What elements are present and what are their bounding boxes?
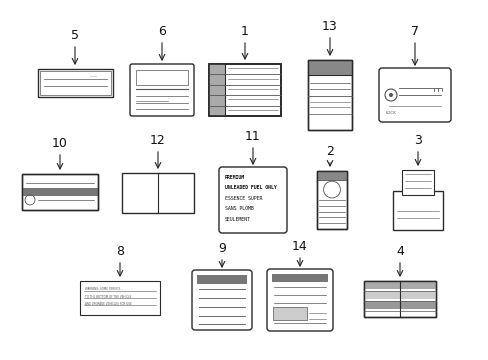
Bar bbox=[22, 174, 98, 210]
Bar bbox=[208, 64, 224, 75]
Text: 6: 6 bbox=[158, 25, 165, 38]
Bar bbox=[401, 170, 433, 195]
Bar bbox=[40, 71, 110, 95]
Text: WARNING: SOME SERVICE...: WARNING: SOME SERVICE... bbox=[85, 287, 123, 291]
FancyBboxPatch shape bbox=[192, 270, 251, 330]
Bar bbox=[197, 275, 246, 284]
Bar bbox=[208, 64, 281, 116]
FancyBboxPatch shape bbox=[130, 64, 194, 116]
Text: 10: 10 bbox=[52, 137, 68, 150]
Text: TO THE BOTTOM OF THE VEHICLE: TO THE BOTTOM OF THE VEHICLE bbox=[85, 295, 131, 299]
Bar bbox=[38, 69, 112, 97]
Bar bbox=[363, 301, 435, 309]
Bar bbox=[363, 281, 435, 317]
Bar bbox=[208, 75, 224, 85]
Bar bbox=[271, 274, 327, 282]
Bar bbox=[22, 174, 98, 210]
Text: 11: 11 bbox=[244, 130, 260, 143]
Bar bbox=[208, 95, 224, 105]
Bar bbox=[208, 105, 224, 116]
Bar bbox=[122, 173, 194, 213]
Text: 12: 12 bbox=[150, 134, 165, 147]
Text: 1: 1 bbox=[241, 25, 248, 38]
Text: 5: 5 bbox=[71, 29, 79, 42]
Bar bbox=[307, 60, 351, 75]
Bar bbox=[80, 281, 160, 315]
Text: ESSENCE SUPER: ESSENCE SUPER bbox=[224, 196, 262, 201]
Text: 4: 4 bbox=[395, 245, 403, 258]
Text: 3: 3 bbox=[413, 134, 421, 147]
Text: UNLEADED FUEL ONLY: UNLEADED FUEL ONLY bbox=[224, 185, 276, 190]
Bar bbox=[316, 171, 346, 180]
FancyBboxPatch shape bbox=[378, 68, 450, 122]
Bar bbox=[307, 60, 351, 130]
Text: 13: 13 bbox=[322, 20, 337, 33]
Bar bbox=[363, 281, 435, 289]
Bar bbox=[272, 307, 306, 320]
Text: LOCK: LOCK bbox=[385, 111, 396, 115]
Text: 14: 14 bbox=[291, 240, 307, 253]
Bar bbox=[136, 70, 187, 85]
Text: SANS PLOMB: SANS PLOMB bbox=[224, 206, 253, 211]
Circle shape bbox=[388, 93, 392, 97]
Text: 2: 2 bbox=[325, 145, 333, 158]
Text: PREMIUM: PREMIUM bbox=[224, 175, 244, 180]
Bar bbox=[22, 188, 98, 195]
Bar bbox=[363, 281, 435, 317]
Bar bbox=[208, 64, 281, 116]
Text: SEULEMENT: SEULEMENT bbox=[224, 217, 250, 222]
FancyBboxPatch shape bbox=[219, 167, 286, 233]
Bar bbox=[316, 171, 346, 229]
Bar bbox=[316, 171, 346, 229]
Text: 7: 7 bbox=[410, 25, 418, 38]
Text: 9: 9 bbox=[218, 242, 225, 255]
FancyBboxPatch shape bbox=[266, 269, 332, 331]
Bar bbox=[392, 191, 442, 230]
Bar bbox=[363, 291, 435, 299]
Text: AND UPGRADE VEHICLES FOR USE: AND UPGRADE VEHICLES FOR USE bbox=[85, 302, 131, 306]
Text: ——: —— bbox=[90, 74, 98, 78]
Text: 8: 8 bbox=[116, 245, 124, 258]
Bar bbox=[208, 85, 224, 95]
Bar bbox=[307, 60, 351, 130]
